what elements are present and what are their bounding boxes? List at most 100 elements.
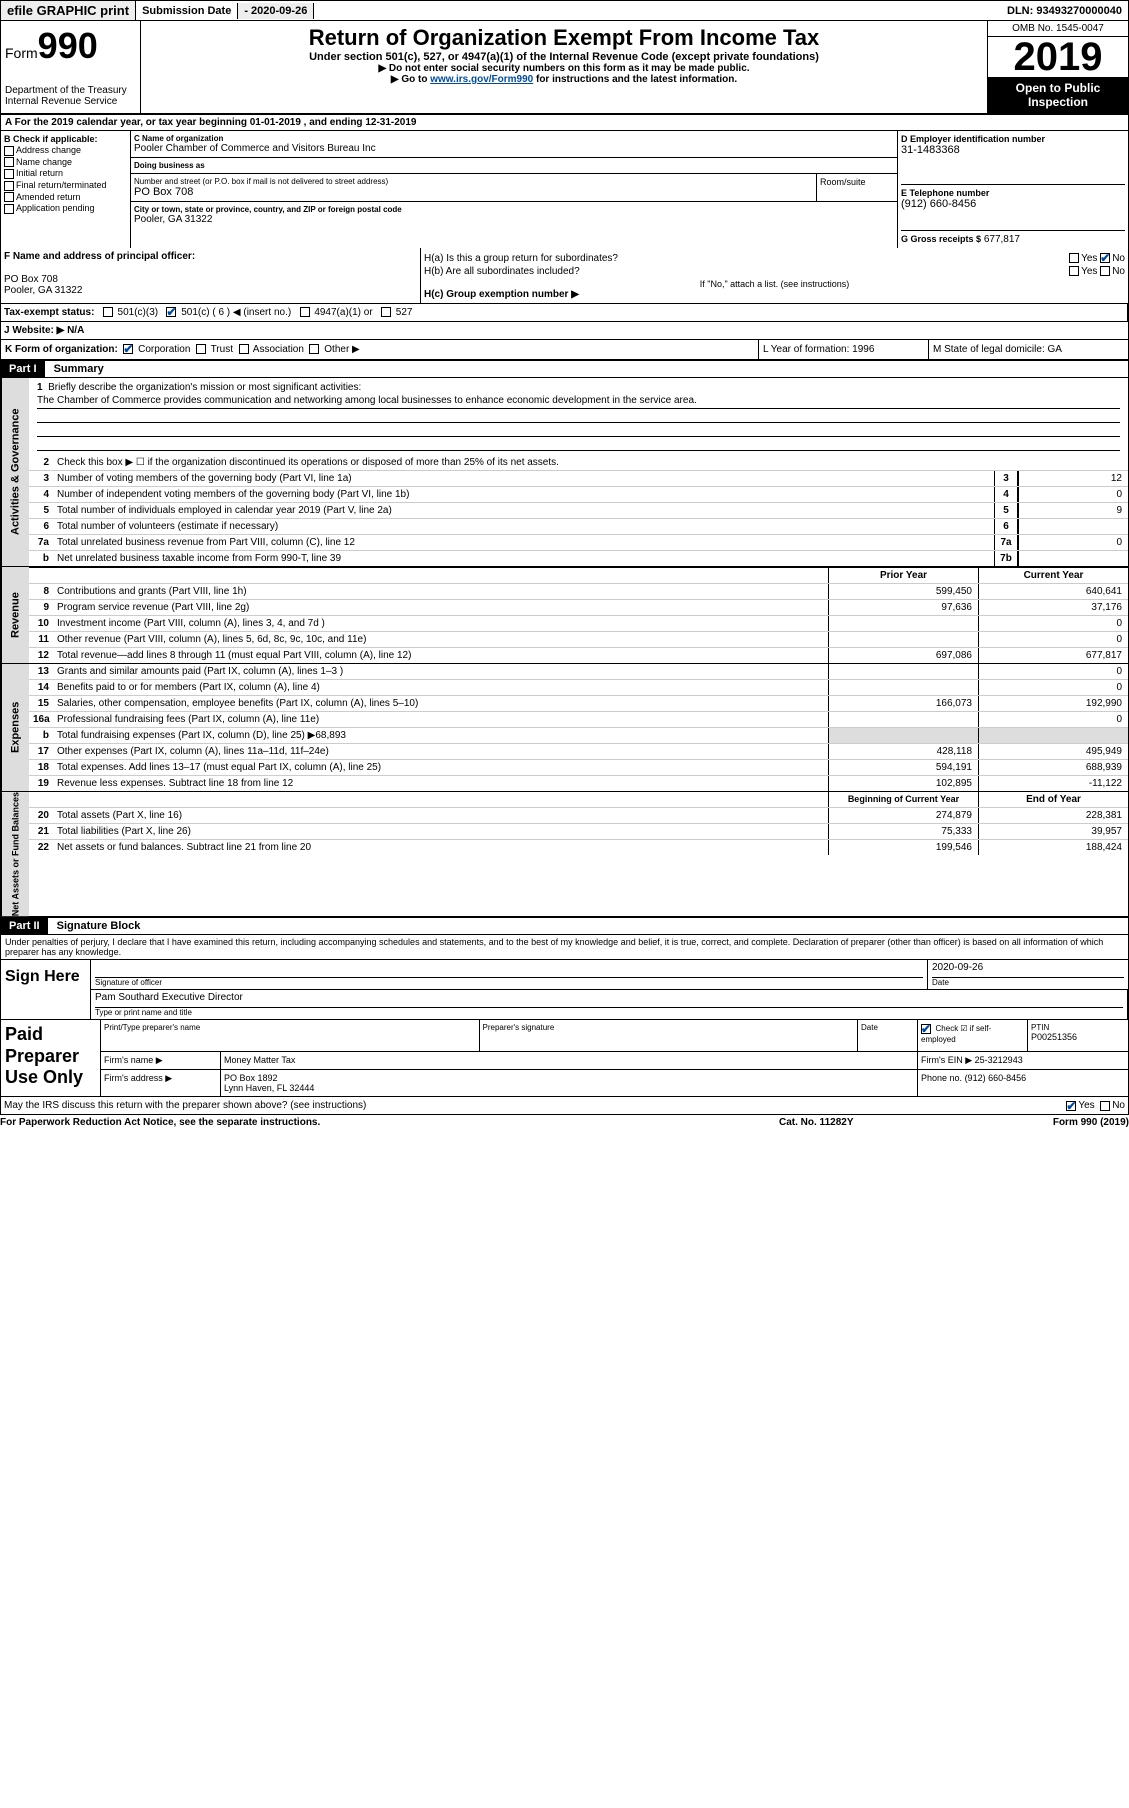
col-b-header: B Check if applicable: <box>4 134 127 144</box>
line4-text: Number of independent voting members of … <box>53 487 994 502</box>
line22-current: 188,424 <box>978 840 1128 855</box>
line6-text: Total number of volunteers (estimate if … <box>53 519 994 534</box>
street-address: PO Box 708 <box>134 186 813 198</box>
line3-key: 3 <box>994 471 1018 486</box>
cb-final-return[interactable]: Final return/terminated <box>4 180 127 191</box>
line9-prior: 97,636 <box>828 600 978 615</box>
line11-num: 11 <box>29 632 53 647</box>
ein-label: D Employer identification number <box>901 134 1125 144</box>
open-to-public: Open to Public Inspection <box>988 77 1128 113</box>
line3-text: Number of voting members of the governin… <box>53 471 994 486</box>
firm-phone-label: Phone no. <box>921 1073 962 1083</box>
part1-title: Summary <box>48 363 104 375</box>
line22-text: Net assets or fund balances. Subtract li… <box>53 840 828 855</box>
col-d: D Employer identification number 31-1483… <box>898 131 1128 248</box>
cb-address-change[interactable]: Address change <box>4 145 127 156</box>
line6-key: 6 <box>994 519 1018 534</box>
cb-initial-return[interactable]: Initial return <box>4 168 127 179</box>
submission-date: - 2020-09-26 <box>238 3 314 19</box>
form-footer: Form 990 (2019) <box>979 1117 1129 1128</box>
cb-name-change[interactable]: Name change <box>4 157 127 168</box>
city-label: City or town, state or province, country… <box>134 205 894 214</box>
line7b-text: Net unrelated business taxable income fr… <box>53 551 994 566</box>
gross-receipts-value: 677,817 <box>984 234 1020 245</box>
city-state-zip: Pooler, GA 31322 <box>134 214 894 225</box>
state-domicile: M State of legal domicile: GA <box>928 340 1128 359</box>
cb-527[interactable]: 527 <box>381 307 412 318</box>
line5-key: 5 <box>994 503 1018 518</box>
line11-prior <box>828 632 978 647</box>
line7b-val <box>1018 551 1128 566</box>
line18-text: Total expenses. Add lines 13–17 (must eq… <box>53 760 828 775</box>
activities-section: Activities & Governance 1 Briefly descri… <box>0 378 1129 567</box>
top-bar: efile GRAPHIC print Submission Date - 20… <box>0 0 1129 21</box>
ha-no[interactable]: No <box>1100 253 1125 264</box>
cb-501c[interactable]: 501(c) ( 6 ) ◀ (insert no.) <box>166 307 291 318</box>
paid-preparer-section: Paid Preparer Use Only Print/Type prepar… <box>1 1020 1128 1097</box>
section-bcd: B Check if applicable: Address change Na… <box>0 131 1129 248</box>
hb-yes[interactable]: Yes <box>1069 266 1097 277</box>
room-suite-label: Room/suite <box>817 174 897 201</box>
hdr-prior: Prior Year <box>828 568 978 583</box>
line21-num: 21 <box>29 824 53 839</box>
line2-num: 2 <box>29 455 53 470</box>
cat-no: Cat. No. 11282Y <box>779 1117 979 1128</box>
line7a-key: 7a <box>994 535 1018 550</box>
line19-num: 19 <box>29 776 53 791</box>
line14-num: 14 <box>29 680 53 695</box>
line19-text: Revenue less expenses. Subtract line 18 … <box>53 776 828 791</box>
note-pre: ▶ Go to <box>391 74 430 85</box>
line22-prior: 199,546 <box>828 840 978 855</box>
officer-signature-line[interactable] <box>95 962 923 978</box>
ha-yes[interactable]: Yes <box>1069 253 1097 264</box>
form-990: 990 <box>38 25 98 66</box>
side-revenue: Revenue <box>1 567 29 663</box>
discuss-yes[interactable]: Yes <box>1066 1100 1094 1111</box>
form-subtitle: Under section 501(c), 527, or 4947(a)(1)… <box>145 51 983 63</box>
form-number: Form990 <box>5 25 136 67</box>
side-activities: Activities & Governance <box>1 378 29 566</box>
line3-num: 3 <box>29 471 53 486</box>
line11-current: 0 <box>978 632 1128 647</box>
mission-text: The Chamber of Commerce provides communi… <box>37 393 1120 409</box>
sign-here-label: Sign Here <box>1 960 91 1019</box>
officer-addr2: Pooler, GA 31322 <box>4 285 417 296</box>
cb-4947[interactable]: 4947(a)(1) or <box>300 307 373 318</box>
mission-blank1 <box>37 409 1120 423</box>
firm-ein: 25-3212943 <box>975 1055 1023 1065</box>
line16b-text: Total fundraising expenses (Part IX, col… <box>53 728 828 743</box>
line16a-text: Professional fundraising fees (Part IX, … <box>53 712 828 727</box>
line17-prior: 428,118 <box>828 744 978 759</box>
cb-corp[interactable]: Corporation <box>123 344 190 355</box>
footer: For Paperwork Reduction Act Notice, see … <box>0 1115 1129 1130</box>
line14-text: Benefits paid to or for members (Part IX… <box>53 680 828 695</box>
header-center: Return of Organization Exempt From Incom… <box>141 21 988 113</box>
preparer-signature[interactable] <box>483 1032 855 1048</box>
ptin-label: PTIN <box>1031 1023 1125 1032</box>
preparer-name <box>104 1032 476 1048</box>
telephone-value: (912) 660-8456 <box>901 198 1125 210</box>
self-employed-check[interactable] <box>921 1023 933 1033</box>
line16a-num: 16a <box>29 712 53 727</box>
cb-assoc[interactable]: Association <box>239 344 304 355</box>
efile-print-button[interactable]: efile GRAPHIC print <box>1 1 136 20</box>
discuss-no[interactable]: No <box>1100 1100 1125 1111</box>
irs-link[interactable]: www.irs.gov/Form990 <box>430 74 533 85</box>
cb-other[interactable]: Other ▶ <box>309 344 359 355</box>
cb-amended-return[interactable]: Amended return <box>4 192 127 203</box>
hb-no[interactable]: No <box>1100 266 1125 277</box>
line19-current: -11,122 <box>978 776 1128 791</box>
line10-text: Investment income (Part VIII, column (A)… <box>53 616 828 631</box>
cb-trust[interactable]: Trust <box>196 344 233 355</box>
line3-val: 12 <box>1018 471 1128 486</box>
firm-name-label: Firm's name ▶ <box>101 1052 221 1069</box>
line8-prior: 599,450 <box>828 584 978 599</box>
line8-current: 640,641 <box>978 584 1128 599</box>
dln: DLN: 93493270000040 <box>1001 3 1128 19</box>
line20-current: 228,381 <box>978 808 1128 823</box>
hdr2-prior: Beginning of Current Year <box>828 792 978 807</box>
cb-application-pending[interactable]: Application pending <box>4 203 127 214</box>
cb-501c3[interactable]: 501(c)(3) <box>103 307 158 318</box>
line17-num: 17 <box>29 744 53 759</box>
row-j-website: J Website: ▶ N/A <box>0 322 1129 340</box>
